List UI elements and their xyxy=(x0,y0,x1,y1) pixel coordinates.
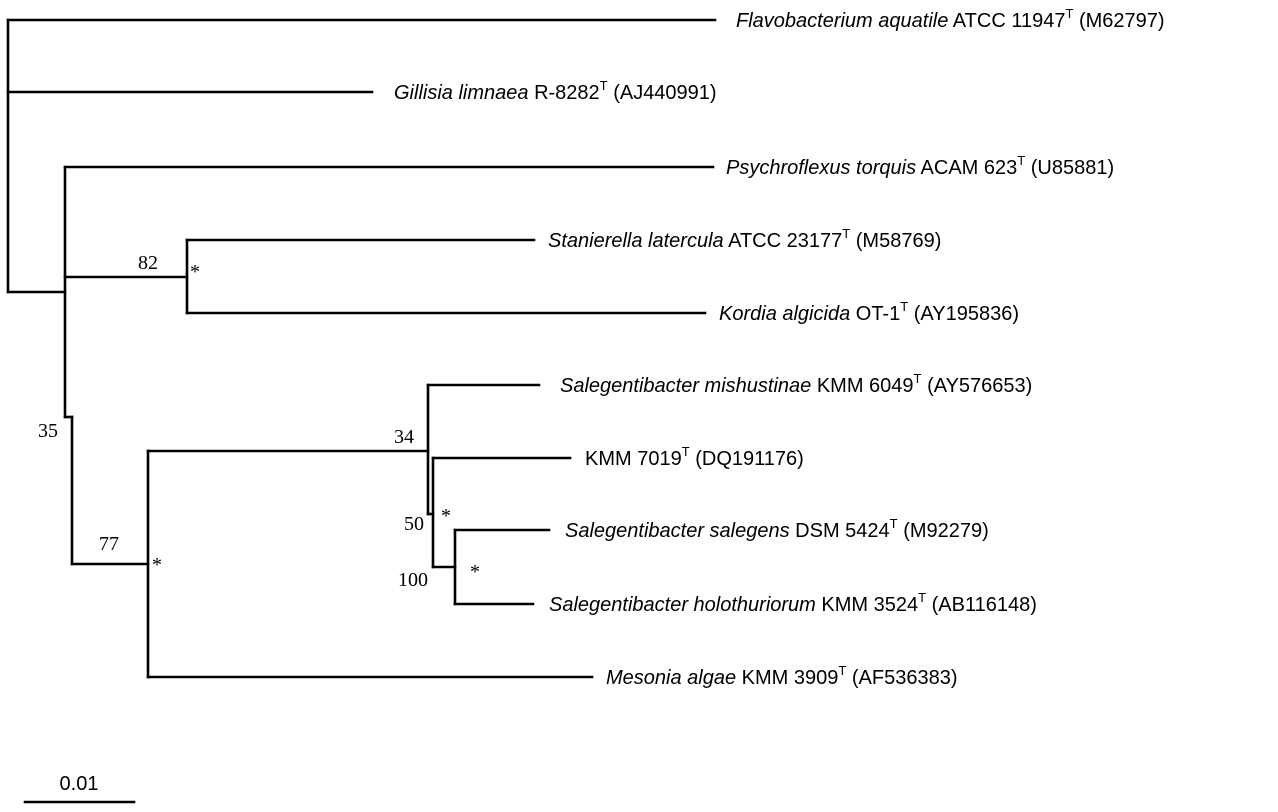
scale-bar-label: 0.01 xyxy=(60,773,99,795)
taxon-label-kordia: Kordia algicida OT-1T (AY195836) xyxy=(719,299,1019,325)
taxon-label-mesonia: Mesonia algae KMM 3909T (AF536383) xyxy=(606,663,958,689)
asterisk-marker-n77: * xyxy=(152,554,162,576)
scale-bar: 0.01 xyxy=(23,773,136,804)
support-value-77: 77 xyxy=(99,533,119,555)
support-value-35: 35 xyxy=(38,420,58,442)
support-value-82: 82 xyxy=(138,252,158,274)
taxon-label-salegens: Salegentibacter salegens DSM 5424T (M922… xyxy=(565,516,989,542)
tree-branches xyxy=(6,18,717,679)
support-values: 82 35 34 77 50 100 xyxy=(38,252,428,591)
asterisk-marker-n50: * xyxy=(441,505,451,527)
taxon-label-psychroflexus: Psychroflexus torquis ACAM 623T (U85881) xyxy=(726,153,1114,179)
support-value-34: 34 xyxy=(394,426,414,448)
taxon-label-holothuriorum: Salegentibacter holothuriorum KMM 3524T … xyxy=(549,590,1037,616)
asterisk-marker-n100: * xyxy=(470,561,480,583)
support-value-100: 100 xyxy=(398,569,428,591)
asterisk-marker-n82: * xyxy=(190,261,200,283)
taxon-label-kmm7019: KMM 7019T (DQ191176) xyxy=(585,444,804,470)
node-markers: * * * * xyxy=(152,261,480,583)
taxon-labels: Flavobacterium aquatile ATCC 11947T (M62… xyxy=(394,6,1165,689)
taxon-label-mishustinae: Salegentibacter mishustinae KMM 6049T (A… xyxy=(560,371,1032,397)
taxon-label-flavobacterium: Flavobacterium aquatile ATCC 11947T (M62… xyxy=(736,6,1165,32)
support-value-50: 50 xyxy=(404,513,424,535)
taxon-label-gillisia: Gillisia limnaea R-8282T (AJ440991) xyxy=(394,78,717,104)
taxon-label-stanierella: Stanierella latercula ATCC 23177T (M5876… xyxy=(548,226,941,252)
